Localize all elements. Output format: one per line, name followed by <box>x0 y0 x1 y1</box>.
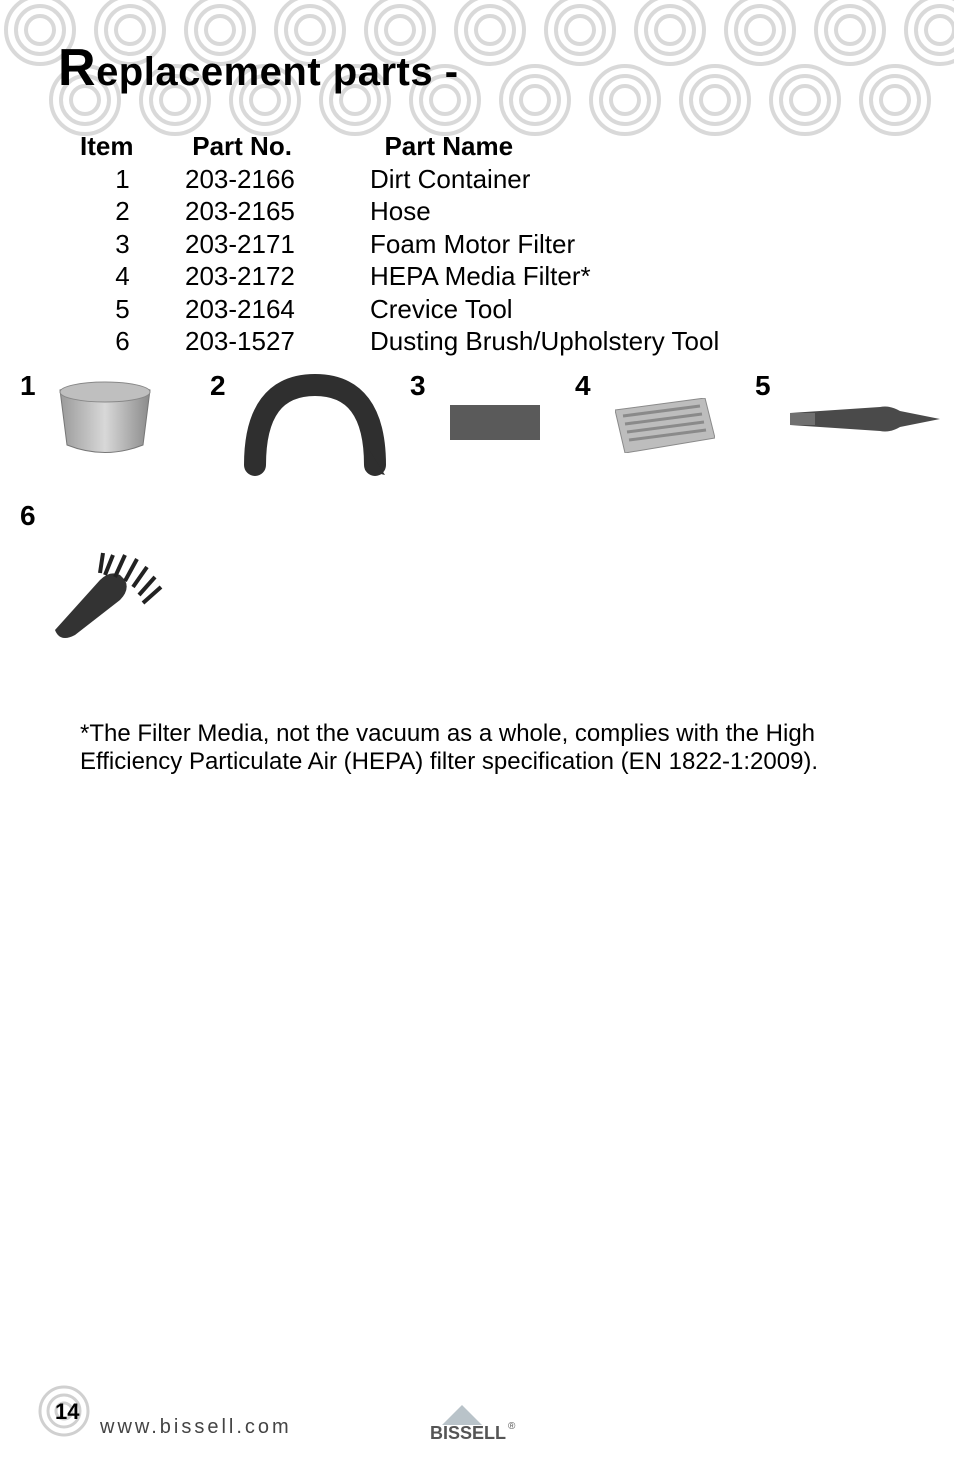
cell-part-no: 203-2165 <box>185 195 370 228</box>
cell-part-name: Dusting Brush/Upholstery Tool <box>370 325 719 358</box>
cell-part-name: Crevice Tool <box>370 293 513 326</box>
foam-filter-icon <box>450 400 540 445</box>
svg-text:®: ® <box>508 1421 516 1432</box>
hose-icon <box>235 370 395 480</box>
thumb-6-number: 6 <box>20 500 36 532</box>
footnote: *The Filter Media, not the vacuum as a w… <box>80 720 874 775</box>
header-item: Item <box>80 130 185 163</box>
cell-part-name: Dirt Container <box>370 163 530 196</box>
footer-url: www.bissell.com <box>100 1416 292 1439</box>
thumb-5-number: 5 <box>755 370 771 402</box>
dirt-container-icon <box>55 380 155 460</box>
cell-part-no: 203-2166 <box>185 163 370 196</box>
page-title: Replacement parts - <box>58 38 459 98</box>
thumb-1-number: 1 <box>20 370 36 402</box>
header-part-name: Part Name <box>384 130 513 163</box>
footer: 14 www.bissell.com BISSELL ® <box>0 1405 954 1455</box>
thumb-4-number: 4 <box>575 370 591 402</box>
table-row: 4203-2172HEPA Media Filter* <box>80 260 719 293</box>
hepa-filter-icon <box>615 398 715 453</box>
cell-part-name: Foam Motor Filter <box>370 228 575 261</box>
cell-part-no: 203-1527 <box>185 325 370 358</box>
cell-item: 6 <box>80 325 185 358</box>
cell-item: 3 <box>80 228 185 261</box>
logo-text: BISSELL <box>430 1423 506 1443</box>
cell-item: 4 <box>80 260 185 293</box>
cell-part-no: 203-2171 <box>185 228 370 261</box>
cell-part-name: Hose <box>370 195 431 228</box>
thumb-2-number: 2 <box>210 370 226 402</box>
cell-item: 1 <box>80 163 185 196</box>
table-row: 5203-2164Crevice Tool <box>80 293 719 326</box>
header-part-no: Part No. <box>192 130 377 163</box>
table-row: 2203-2165Hose <box>80 195 719 228</box>
table-row: 3203-2171Foam Motor Filter <box>80 228 719 261</box>
bissell-logo: BISSELL ® <box>430 1403 540 1443</box>
title-rest: eplacement parts - <box>96 50 458 94</box>
table-row: 6203-1527Dusting Brush/Upholstery Tool <box>80 325 719 358</box>
cell-part-name: HEPA Media Filter* <box>370 260 591 293</box>
dusting-brush-icon <box>45 525 175 640</box>
crevice-tool-icon <box>790 405 940 435</box>
page-number: 14 <box>55 1399 79 1425</box>
table-row: 1203-2166Dirt Container <box>80 163 719 196</box>
parts-table: Item Part No. Part Name 1203-2166Dirt Co… <box>80 130 719 358</box>
cell-item: 5 <box>80 293 185 326</box>
cell-part-no: 203-2172 <box>185 260 370 293</box>
title-dropcap: R <box>58 39 96 97</box>
cell-item: 2 <box>80 195 185 228</box>
thumb-3-number: 3 <box>410 370 426 402</box>
cell-part-no: 203-2164 <box>185 293 370 326</box>
